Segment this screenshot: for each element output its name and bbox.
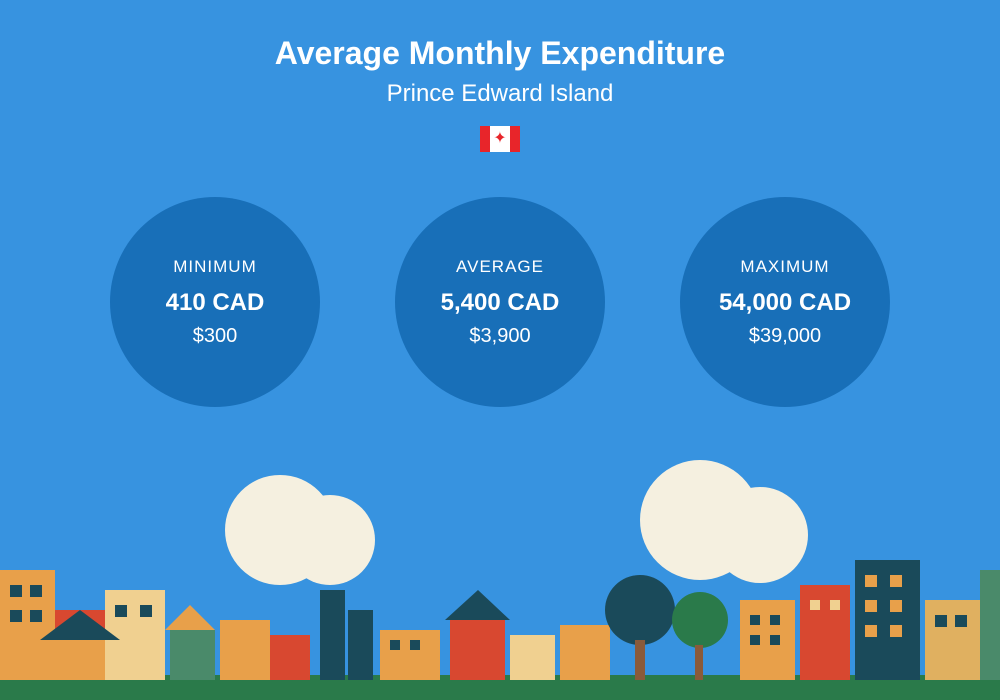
stat-usd-value: $3,900	[469, 325, 530, 348]
stat-label: MAXIMUM	[740, 257, 829, 277]
stat-usd-value: $300	[193, 325, 238, 348]
stat-usd-value: $39,000	[749, 325, 821, 348]
stat-label: MINIMUM	[173, 257, 256, 277]
cityscape-illustration	[0, 460, 1000, 700]
stat-maximum: MAXIMUM 54,000 CAD $39,000	[680, 197, 890, 407]
stat-minimum: MINIMUM 410 CAD $300	[110, 197, 320, 407]
page-title: Average Monthly Expenditure	[0, 35, 1000, 72]
stat-cad-value: 410 CAD	[166, 289, 265, 317]
stats-row: MINIMUM 410 CAD $300 AVERAGE 5,400 CAD $…	[0, 197, 1000, 407]
stat-average: AVERAGE 5,400 CAD $3,900	[395, 197, 605, 407]
page-subtitle: Prince Edward Island	[0, 80, 1000, 108]
stat-cad-value: 54,000 CAD	[719, 289, 851, 317]
stat-cad-value: 5,400 CAD	[441, 289, 560, 317]
stat-label: AVERAGE	[456, 257, 544, 277]
canada-flag-icon: ✦	[480, 126, 520, 152]
